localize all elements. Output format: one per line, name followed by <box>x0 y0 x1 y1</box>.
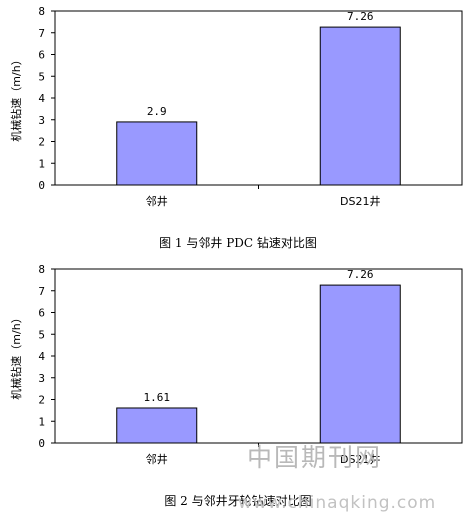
y-tick-label: 0 <box>38 179 45 192</box>
bar <box>116 407 198 444</box>
bar <box>116 121 198 186</box>
y-tick-label: 6 <box>38 49 45 62</box>
y-tick-label: 8 <box>38 5 45 18</box>
chart-caption-1: 图 1 与邻井 PDC 钻速对比图 <box>159 236 317 250</box>
y-axis-label: 机械钻速（m/h） <box>9 54 23 141</box>
watermark-text: 中国期刊网 <box>247 443 383 472</box>
y-tick-label: 0 <box>38 437 45 450</box>
watermark-url: www.chinaqking.com <box>238 493 437 513</box>
plot-area <box>54 10 463 186</box>
y-tick-label: 2 <box>38 136 45 149</box>
y-tick-label: 1 <box>38 157 45 170</box>
data-label: 1.61 <box>144 391 171 404</box>
y-tick-label: 4 <box>38 92 45 105</box>
y-tick-label: 3 <box>38 372 45 385</box>
y-tick-label: 7 <box>38 285 45 298</box>
plot-area <box>54 268 463 444</box>
y-axis-label: 机械钻速（m/h） <box>9 312 23 399</box>
bar-chart-1: 0 1 2 3 4 5 6 7 8 机械钻速（m/h） 2.9 邻井 7.26 DS21井 <box>9 5 463 208</box>
y-tick-label: 6 <box>38 307 45 320</box>
y-tick-label: 2 <box>38 394 45 407</box>
category-label: 邻井 <box>146 452 168 466</box>
bar <box>319 26 401 186</box>
y-tick-label: 5 <box>38 328 45 341</box>
data-label: 7.26 <box>347 268 374 281</box>
category-label: 邻井 <box>146 194 168 208</box>
chart-caption-2: 图 2 与邻井牙轮钻速对比图 <box>164 494 312 508</box>
chart-panel-2: 0 1 2 3 4 5 6 7 8 机械钻速（m/h） 1.61 邻井 7.26 DS21井 图 2 与邻… <box>0 258 476 516</box>
y-tick-label: 7 <box>38 27 45 40</box>
y-tick-label: 8 <box>38 263 45 276</box>
bar <box>319 284 401 444</box>
bar-chart-2: 0 1 2 3 4 5 6 7 8 机械钻速（m/h） 1.61 邻井 7.26 DS21井 <box>9 263 463 466</box>
category-label: DS21井 <box>340 194 380 208</box>
y-tick-label: 3 <box>38 114 45 127</box>
data-label: 2.9 <box>147 105 167 118</box>
chart-panel-1: 0 1 2 3 4 5 6 7 8 机械钻速（m/h） 2.9 邻井 7.26 DS21井 图 1 与邻井… <box>9 5 463 250</box>
y-tick-label: 4 <box>38 350 45 363</box>
y-tick-label: 5 <box>38 70 45 83</box>
y-tick-label: 1 <box>38 415 45 428</box>
data-label: 7.26 <box>347 10 374 23</box>
category-label: DS21井 <box>340 452 380 466</box>
